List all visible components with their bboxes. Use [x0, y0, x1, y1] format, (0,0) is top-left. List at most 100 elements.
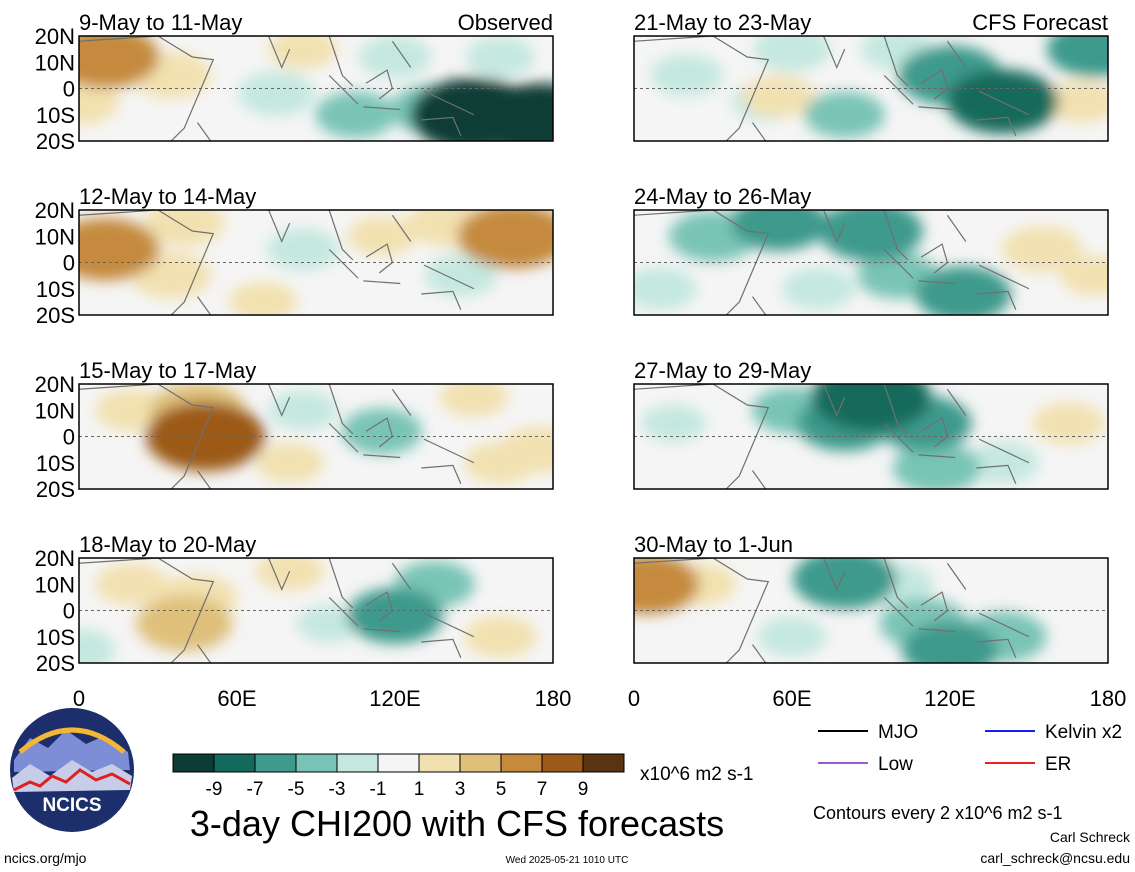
anomaly-blob [95, 563, 169, 606]
anomaly-blob [1046, 36, 1108, 77]
anomaly-blob [465, 37, 535, 77]
author-name: Carl Schreck [1050, 829, 1131, 845]
map-panel: 24-May to 26-May [633, 184, 1109, 316]
anomaly-blob [634, 267, 697, 310]
anomaly-blob [1001, 226, 1083, 273]
contour-note: Contours every 2 x10^6 m2 s-1 [813, 803, 1063, 823]
y-tick-label: 20N [35, 546, 75, 571]
coastline [634, 384, 1030, 489]
y-tick-label: 20N [35, 24, 75, 49]
colorbar-label: -3 [329, 779, 346, 800]
anomaly-blob [966, 441, 1040, 484]
panel-period-label: 21-May to 23-May [634, 10, 811, 35]
coastline [79, 36, 475, 141]
legend-label: Kelvin x2 [1045, 722, 1122, 743]
logo-sun-arc [18, 727, 126, 754]
anomaly-field [650, 36, 1108, 138]
anomaly-blob [228, 282, 298, 315]
coastline [79, 210, 475, 315]
y-tick-label: 10S [36, 277, 75, 302]
panel-field [79, 384, 553, 489]
anomaly-blob [266, 228, 340, 271]
anomaly-field [79, 210, 553, 315]
colorbar-swatch [459, 753, 502, 773]
anomaly-blob [781, 267, 855, 310]
y-tick-label: 10N [35, 224, 75, 249]
anomaly-blob [424, 254, 498, 297]
y-tick-label: 10S [36, 103, 75, 128]
colorbar-units: x10^6 m2 s-1 [640, 764, 753, 785]
colorbar-swatch [377, 753, 420, 773]
author-email: carl_schreck@ncsu.edu [980, 850, 1130, 866]
x-axis-labels-right: 0 60E 120E 180 [628, 686, 1126, 711]
colorbar-label: -9 [206, 779, 223, 800]
coastline [79, 558, 475, 663]
y-tick-label: 20S [36, 651, 75, 676]
anomaly-blob [1060, 255, 1108, 296]
y-tick-label: 0 [63, 77, 75, 102]
colorbar-label: 5 [496, 779, 507, 800]
anomaly-blob [641, 404, 706, 443]
panel-field [634, 36, 1108, 141]
panel-source-tag: CFS Forecast [972, 10, 1108, 35]
logo-mountains [14, 730, 130, 772]
panel-period-label: 12-May to 14-May [79, 184, 256, 209]
colorbar-label: 9 [578, 779, 589, 800]
x-tick-label: 120E [924, 686, 975, 711]
anomaly-field [634, 558, 1047, 663]
anomaly-blob [255, 442, 325, 483]
anomaly-blob [238, 71, 315, 116]
anomaly-blob [901, 622, 999, 663]
colorbar-label: 1 [414, 779, 425, 800]
coastline [634, 36, 1030, 141]
x-tick-label: 0 [73, 686, 85, 711]
anomaly-blob [136, 595, 233, 652]
panel-frame [633, 383, 1109, 490]
anomaly-blob [476, 83, 553, 141]
anomaly-blob [144, 210, 225, 247]
anomaly-blob [79, 628, 116, 663]
y-tick-label: 10N [35, 572, 75, 597]
anomaly-blob [1045, 80, 1108, 123]
panel-field [634, 558, 1108, 663]
timestamp: Wed 2025-05-21 1010 UTC [506, 855, 629, 866]
panel-field [634, 210, 1108, 315]
map-panel: 27-May to 29-May [633, 358, 1109, 490]
panel-frame [633, 209, 1109, 316]
figure-title: 3-day CHI200 with CFS forecasts [190, 803, 724, 844]
anomaly-blob [730, 210, 827, 251]
colorbar-label: 3 [455, 779, 466, 800]
y-tick-label: 10N [35, 398, 75, 423]
panel-period-label: 30-May to 1-Jun [634, 532, 793, 557]
colorbar: -9 -7 -5 -3 -1 1 3 5 7 9 [172, 753, 625, 800]
anomaly-blob [811, 384, 931, 432]
y-tick-label: 0 [63, 251, 75, 276]
coastline [634, 558, 1030, 663]
x-tick-label: 60E [772, 686, 811, 711]
panel-period-label: 15-May to 17-May [79, 358, 256, 383]
legend-label: MJO [878, 722, 918, 743]
y-tick-label: 20S [36, 477, 75, 502]
y-tick-label: 20S [36, 303, 75, 328]
anomaly-blob [341, 408, 423, 455]
x-tick-label: 180 [1090, 686, 1127, 711]
anomaly-blob [95, 389, 169, 432]
legend: MJO Kelvin x2 Low ER [818, 722, 1122, 775]
coastline [79, 384, 475, 489]
panel-frame [633, 35, 1109, 142]
panel-field [634, 384, 1108, 489]
x-tick-label: 120E [369, 686, 420, 711]
panel-period-label: 24-May to 26-May [634, 184, 811, 209]
x-tick-label: 60E [217, 686, 256, 711]
y-tick-label: 20S [36, 129, 75, 154]
colorbar-swatch [418, 753, 461, 773]
logo-text: NCICS [42, 795, 101, 816]
anomaly-blob [892, 442, 982, 489]
anomaly-blob [358, 36, 432, 78]
anomaly-blob [79, 218, 160, 281]
colorbar-swatch [213, 753, 256, 773]
website-link[interactable]: ncics.org/mjo [4, 850, 87, 866]
